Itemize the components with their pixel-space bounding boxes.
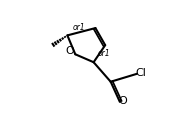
Text: or1: or1 <box>97 49 110 58</box>
Text: O: O <box>118 96 127 106</box>
Text: Cl: Cl <box>136 68 147 78</box>
Text: O: O <box>65 46 74 56</box>
Text: or1: or1 <box>72 23 85 32</box>
